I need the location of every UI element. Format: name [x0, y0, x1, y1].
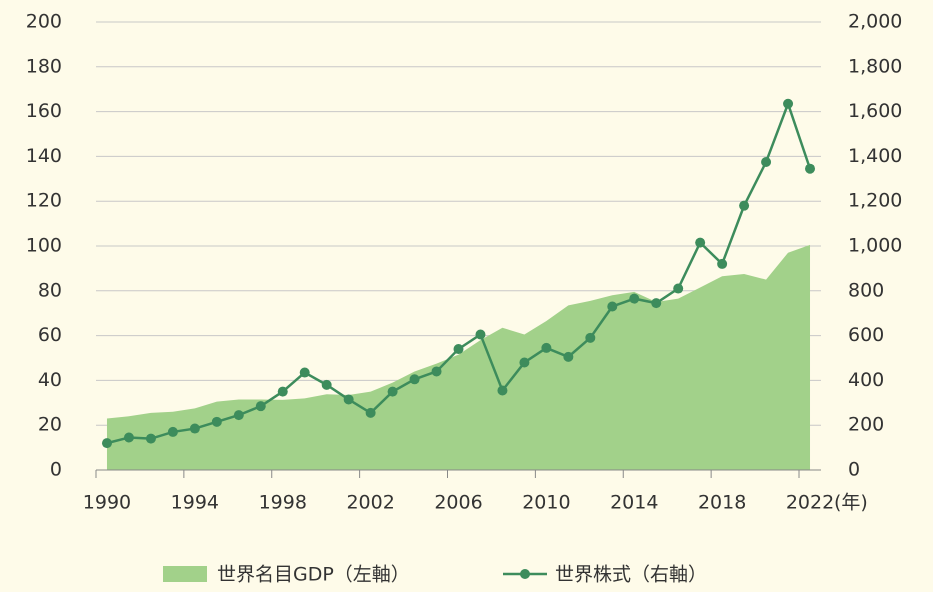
y-tick-label: 100 [26, 235, 62, 257]
y-tick-label: 60 [38, 324, 62, 346]
point [277, 386, 288, 397]
x-tick-label: 1994 [171, 492, 219, 514]
y-tick-label: 40 [38, 369, 62, 391]
point [783, 98, 794, 109]
point [365, 407, 376, 418]
point [167, 426, 178, 437]
point [805, 163, 816, 174]
x-tick-label: 1998 [259, 492, 307, 514]
y2-tick-label: 200 [848, 414, 884, 436]
y2-tick-label: 600 [848, 324, 884, 346]
x-unit: (年) [834, 492, 868, 514]
point [321, 379, 332, 390]
point [475, 329, 486, 340]
x-tick-label: 2022 [786, 492, 834, 514]
point [563, 351, 574, 362]
y-tick-label: 80 [38, 279, 62, 301]
y-tick-label: 180 [26, 55, 62, 77]
point [255, 401, 266, 412]
y2-tick-label: 1,200 [848, 190, 902, 212]
y-tick-label: 0 [50, 459, 62, 481]
point [519, 357, 530, 368]
point [739, 200, 750, 211]
y2-tick-label: 0 [848, 459, 860, 481]
y2-tick-label: 1,800 [848, 55, 902, 77]
point [343, 394, 354, 405]
point [761, 157, 772, 167]
y2-tick-label: 1,000 [848, 235, 902, 257]
legend-swatch [163, 566, 207, 582]
y-tick-label: 120 [26, 190, 62, 212]
y2-tick-label: 800 [848, 279, 884, 301]
point [387, 386, 398, 397]
point [123, 432, 134, 443]
y-tick-label: 200 [26, 11, 62, 33]
point [629, 293, 640, 304]
x-tick-label: 2014 [610, 492, 658, 514]
point [651, 298, 662, 309]
point [233, 410, 244, 421]
point [299, 367, 310, 378]
point [189, 423, 200, 434]
y-tick-label: 20 [38, 414, 62, 436]
point [607, 301, 618, 312]
legend-label: 世界名目GDP（左軸） [217, 564, 410, 586]
point [453, 344, 464, 355]
point [695, 237, 706, 248]
point [673, 283, 684, 294]
point [431, 366, 442, 377]
y2-tick-label: 1,400 [848, 145, 902, 167]
y-tick-label: 160 [26, 100, 62, 122]
point [585, 332, 596, 343]
x-tick-label: 2010 [522, 492, 570, 514]
point [409, 374, 420, 385]
point [497, 385, 508, 396]
legend-label: 世界株式（右軸） [555, 564, 707, 586]
legend-point [520, 569, 530, 579]
y2-tick-label: 400 [848, 369, 884, 391]
y2-tick-label: 1,600 [848, 100, 902, 122]
point [717, 258, 728, 269]
y2-tick-label: 2,000 [848, 11, 902, 33]
x-tick-label: 1990 [83, 492, 131, 514]
point [101, 438, 112, 449]
x-tick-label: 2002 [346, 492, 394, 514]
y-tick-label: 140 [26, 145, 62, 167]
point [541, 342, 552, 353]
x-tick-label: 2006 [434, 492, 482, 514]
point [211, 416, 222, 427]
x-tick-label: 2018 [698, 492, 746, 514]
point [145, 433, 156, 444]
